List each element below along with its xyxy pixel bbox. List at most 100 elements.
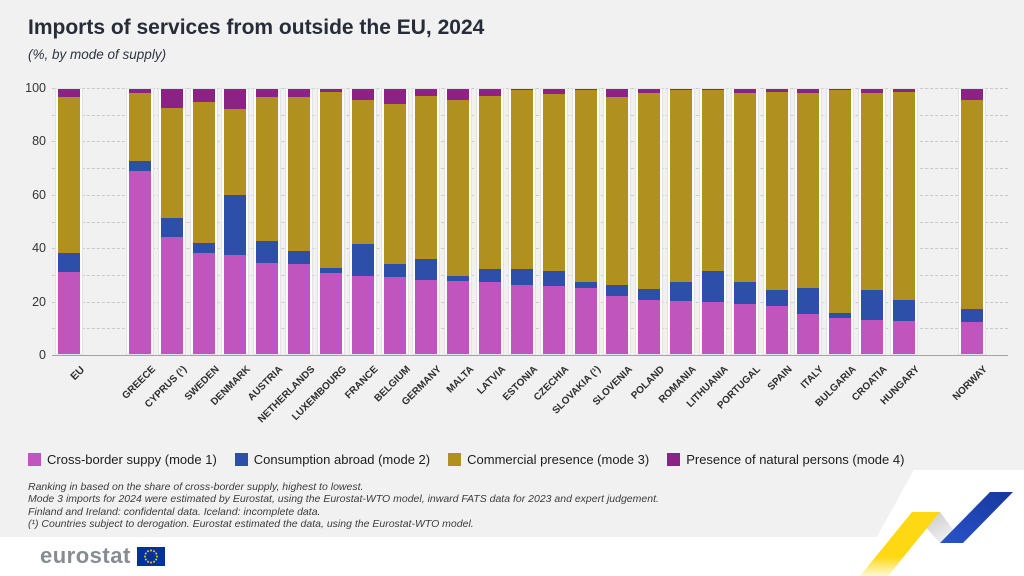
bar-backdrop-poland — [635, 88, 664, 355]
bar-backdrop-sweden — [189, 88, 218, 355]
segment-mode3-bulgaria — [829, 90, 852, 313]
segment-mode2-italy — [797, 287, 820, 315]
bar-backdrop-norway — [958, 88, 986, 355]
bar-malta — [447, 89, 470, 354]
legend-swatch-mode3 — [448, 453, 462, 466]
segment-mode1-hungary — [892, 320, 915, 354]
segment-mode2-spain — [765, 290, 788, 307]
segment-mode1-netherlands — [288, 263, 311, 354]
segment-mode4-norway — [961, 89, 983, 100]
bar-backdrop-croatia — [858, 88, 887, 355]
bar-backdrop-italy — [794, 88, 823, 355]
segment-mode4-bulgaria — [829, 89, 852, 91]
bar-eu — [58, 89, 80, 354]
segment-mode2-belgium — [383, 263, 406, 278]
bar-backdrop-france — [348, 88, 377, 355]
segment-mode3-slovakia — [574, 90, 597, 283]
bar-hungary — [892, 89, 915, 354]
bar-backdrop-luxembourg — [316, 88, 345, 355]
segment-mode1-italy — [797, 314, 820, 354]
chart-subtitle: (%, by mode of supply) — [28, 47, 167, 62]
segment-mode4-estonia — [510, 89, 533, 91]
bar-backdrop-romania — [667, 88, 696, 355]
segment-mode2-hungary — [892, 299, 915, 321]
bar-backdrop-estonia — [507, 88, 536, 355]
bar-backdrop-germany — [412, 88, 441, 355]
footnote-line-1: Ranking in based on the share of cross-b… — [28, 481, 364, 493]
segment-mode1-czechia — [542, 286, 565, 354]
segment-mode2-germany — [415, 258, 438, 280]
segment-mode2-cyprus — [160, 217, 183, 238]
eurostat-logo: eurostat — [40, 543, 165, 569]
segment-mode3-lithuania — [701, 90, 724, 271]
segment-mode4-netherlands — [288, 89, 311, 97]
segment-mode3-greece — [129, 93, 151, 161]
segment-mode3-sweden — [192, 102, 215, 243]
segment-mode3-hungary — [892, 91, 915, 300]
segment-mode4-slovenia — [606, 89, 629, 97]
segment-mode2-portugal — [733, 282, 756, 304]
footnote-line-4: (¹) Countries subject to derogation. Eur… — [28, 518, 474, 531]
segment-mode3-eu — [58, 96, 80, 254]
y-tick-label-80: 80 — [32, 134, 46, 149]
legend-label-mode3: Commercial presence (mode 3) — [467, 452, 650, 467]
bar-estonia — [510, 89, 533, 354]
segment-mode2-poland — [638, 289, 661, 300]
bar-backdrop-denmark — [221, 88, 250, 355]
bar-luxembourg — [319, 89, 342, 354]
eurostat-logo-text: eurostat — [40, 543, 131, 568]
bar-backdrop-cyprus — [157, 88, 186, 355]
segment-mode2-slovenia — [606, 285, 629, 296]
segment-mode2-estonia — [510, 269, 533, 286]
y-tick-label-20: 20 — [32, 294, 46, 309]
legend-item-mode3: Commercial presence (mode 3) — [448, 452, 649, 467]
segment-mode1-poland — [638, 299, 661, 354]
segment-mode3-spain — [765, 91, 788, 291]
segment-mode4-hungary — [892, 89, 915, 92]
bar-cyprus — [160, 89, 183, 354]
bar-backdrop-spain — [762, 88, 791, 355]
bar-sweden — [192, 89, 215, 354]
bar-czechia — [542, 89, 565, 354]
segment-mode4-latvia — [479, 89, 502, 96]
segment-mode4-cyprus — [160, 89, 183, 108]
segment-mode3-belgium — [383, 103, 406, 264]
segment-mode4-sweden — [192, 89, 215, 103]
bar-italy — [797, 89, 820, 354]
segment-mode4-belgium — [383, 89, 406, 104]
segment-mode3-portugal — [733, 93, 756, 283]
segment-mode2-slovakia — [574, 282, 597, 288]
eu-flag-stars — [143, 549, 158, 563]
segment-mode3-poland — [638, 93, 661, 290]
segment-mode2-denmark — [224, 195, 247, 255]
segment-mode3-estonia — [510, 90, 533, 270]
footnote-line-2: Mode 3 imports for 2024 were estimated b… — [28, 493, 659, 506]
segment-mode2-lithuania — [701, 270, 724, 303]
segment-mode2-norway — [961, 308, 983, 323]
segment-mode3-cyprus — [160, 107, 183, 218]
bar-norway — [961, 89, 983, 354]
segment-mode1-eu — [58, 271, 80, 354]
y-tick-label-100: 100 — [25, 81, 46, 95]
segment-mode1-sweden — [192, 253, 215, 354]
segment-mode1-austria — [256, 262, 279, 354]
ribbon-blue-band — [940, 492, 1013, 543]
y-tick-label-0: 0 — [39, 348, 46, 362]
segment-mode3-norway — [961, 99, 983, 309]
segment-mode1-bulgaria — [829, 318, 852, 354]
segment-mode4-spain — [765, 89, 788, 92]
segment-mode1-france — [351, 275, 374, 354]
bar-backdrop-eu — [55, 88, 83, 355]
segment-mode1-slovenia — [606, 295, 629, 354]
bar-backdrop-austria — [253, 88, 282, 355]
segment-mode2-latvia — [479, 269, 502, 283]
bar-backdrop-hungary — [889, 88, 918, 355]
segment-mode1-denmark — [224, 254, 247, 354]
y-axis: 0 20 40 60 80 100 — [4, 81, 46, 362]
legend-label-mode4: Presence of natural persons (mode 4) — [686, 452, 905, 467]
segment-mode3-latvia — [479, 95, 502, 270]
segment-mode1-portugal — [733, 303, 756, 354]
segment-mode1-estonia — [510, 285, 533, 354]
segment-mode1-spain — [765, 306, 788, 354]
